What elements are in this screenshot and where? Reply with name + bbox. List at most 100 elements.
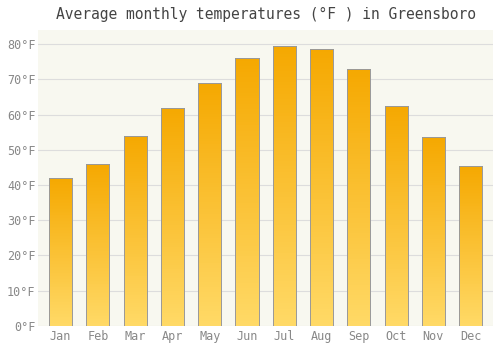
Bar [272,278,296,281]
Bar [422,248,445,251]
Bar [198,93,222,95]
Bar [124,292,146,294]
Bar [459,234,482,236]
Bar [272,49,296,51]
Bar [272,127,296,130]
Bar [236,72,258,74]
Bar [384,282,407,284]
Bar [124,288,146,290]
Bar [459,177,482,178]
Bar [422,247,445,248]
Bar [348,192,370,195]
Bar [161,238,184,241]
Bar [198,260,222,263]
Bar [161,241,184,243]
Bar [86,240,110,241]
Bar [459,178,482,180]
Bar [422,218,445,220]
Bar [161,153,184,156]
Bar [384,216,407,218]
Bar [272,63,296,65]
Bar [459,241,482,243]
Bar [161,250,184,252]
Bar [86,232,110,233]
Bar [459,271,482,273]
Bar [161,271,184,273]
Bar [161,269,184,271]
Bar [49,240,72,241]
Bar [422,262,445,264]
Bar [124,231,146,233]
Bar [459,220,482,222]
Bar [384,130,407,132]
Bar [236,58,258,61]
Bar [161,208,184,210]
Bar [86,235,110,237]
Bar [49,275,72,277]
Bar [459,244,482,246]
Bar [272,82,296,85]
Bar [161,125,184,127]
Bar [49,301,72,302]
Bar [124,147,146,149]
Bar [272,135,296,138]
Bar [384,293,407,295]
Bar [272,270,296,273]
Bar [310,135,333,138]
Bar [236,79,258,82]
Bar [124,263,146,265]
Bar [49,219,72,221]
Bar [348,254,370,257]
Bar [384,156,407,159]
Bar [49,258,72,259]
Bar [384,304,407,306]
Bar [198,158,222,161]
Bar [49,304,72,305]
Bar [124,273,146,274]
Bar [49,197,72,199]
Bar [161,188,184,190]
Bar [49,311,72,313]
Bar [236,117,258,120]
Bar [124,313,146,315]
Bar [124,290,146,292]
Bar [310,116,333,119]
Bar [384,114,407,117]
Bar [198,185,222,187]
Bar [310,182,333,185]
Bar [272,74,296,77]
Bar [49,236,72,237]
Bar [272,149,296,152]
Bar [272,261,296,264]
Bar [422,300,445,301]
Bar [124,198,146,201]
Bar [348,261,370,264]
Bar [49,256,72,258]
Bar [459,273,482,275]
Bar [198,233,222,236]
Bar [86,271,110,272]
Bar [198,304,222,307]
Bar [422,230,445,232]
Bar [310,99,333,102]
Bar [86,256,110,258]
Bar [459,174,482,175]
Bar [422,147,445,149]
Bar [236,216,258,219]
Bar [422,296,445,298]
Bar [272,175,296,177]
Bar [422,316,445,319]
Bar [384,110,407,112]
Bar [310,212,333,215]
Bar [236,112,258,114]
Bar [124,307,146,309]
Bar [198,170,222,173]
Bar [384,176,407,178]
Bar [86,201,110,203]
Bar [384,262,407,264]
Bar [272,205,296,208]
Bar [422,273,445,275]
Bar [348,287,370,290]
Bar [348,295,370,298]
Bar [86,297,110,298]
